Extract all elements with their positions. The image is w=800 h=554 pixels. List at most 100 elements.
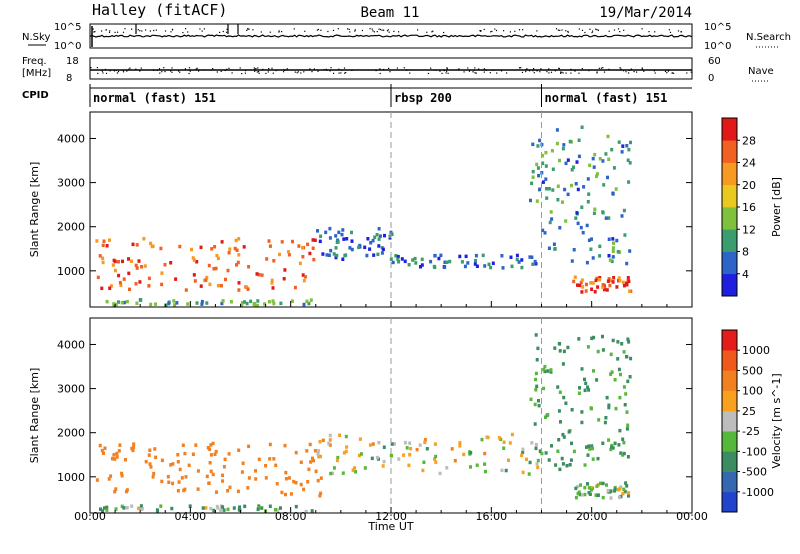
- data-cell: [621, 144, 625, 148]
- data-cell: [622, 350, 626, 354]
- data-cell: [208, 282, 212, 287]
- data-cell: [601, 441, 605, 445]
- data-cell: [167, 480, 171, 484]
- nave-point: [533, 72, 535, 74]
- data-cell: [365, 253, 369, 258]
- data-cell: [578, 492, 582, 497]
- data-cell: [181, 443, 185, 447]
- data-cell: [500, 468, 504, 473]
- data-cell: [289, 492, 293, 496]
- nsearch-point: [619, 31, 621, 33]
- nave-point: [492, 69, 494, 71]
- power-panel: 1000 2000 3000 4000 Slant Range [km] 4 8 12 16 20…: [28, 111, 783, 308]
- nave-point: [528, 70, 531, 72]
- nave-point: [220, 70, 222, 72]
- data-cell: [590, 336, 594, 341]
- data-cell: [308, 442, 312, 447]
- data-cell: [546, 369, 550, 373]
- data-cell: [105, 508, 109, 512]
- data-cell: [530, 255, 534, 259]
- data-cell: [127, 271, 131, 276]
- nsearch-point: [677, 30, 680, 32]
- data-cell: [615, 285, 619, 289]
- nave-point: [578, 72, 580, 74]
- data-cell: [354, 470, 357, 474]
- data-cell: [359, 452, 363, 456]
- data-cell: [335, 253, 339, 258]
- nsearch-point: [669, 31, 672, 33]
- data-cell: [607, 438, 611, 442]
- data-cell: [626, 379, 630, 384]
- data-cell: [302, 302, 306, 307]
- nave-point: [294, 71, 296, 73]
- data-cell: [160, 282, 164, 287]
- nsearch-point: [139, 30, 141, 32]
- data-cell: [591, 457, 595, 461]
- y-axis-label: Slant Range [km]: [28, 368, 41, 464]
- data-cell: [564, 219, 568, 223]
- data-cell: [254, 477, 258, 481]
- data-cell: [589, 247, 593, 251]
- nsearch-point: [222, 30, 224, 33]
- data-cell: [580, 410, 584, 414]
- data-cell: [329, 248, 333, 253]
- nave-point: [268, 68, 270, 70]
- date-title: 19/Mar/2014: [599, 5, 692, 21]
- colorbar-tick-label: -1000: [742, 486, 774, 499]
- nave-point: [330, 67, 332, 69]
- data-cell: [96, 275, 100, 280]
- data-cell: [174, 277, 178, 281]
- data-cell: [557, 409, 561, 413]
- data-cell: [222, 465, 226, 469]
- data-cell: [105, 505, 109, 510]
- data-cell: [397, 260, 401, 264]
- nsearch-point: [199, 28, 201, 30]
- data-cell: [543, 369, 547, 374]
- data-cell: [118, 280, 122, 285]
- data-cell: [299, 482, 303, 487]
- nsearch-point: [369, 28, 371, 30]
- data-cell: [312, 257, 316, 262]
- data-cell: [240, 303, 244, 307]
- data-cell: [368, 443, 372, 447]
- nsearch-point: [388, 31, 390, 33]
- data-cell: [247, 265, 251, 269]
- nsearch-point: [155, 29, 157, 31]
- data-cell: [151, 475, 155, 479]
- nave-point: [104, 68, 107, 70]
- data-cell: [437, 256, 441, 261]
- data-cell: [178, 244, 182, 249]
- data-cell: [453, 459, 457, 463]
- data-cell: [433, 442, 437, 446]
- data-cell: [240, 470, 244, 474]
- data-cell: [460, 260, 464, 264]
- nsearch-point: [185, 28, 187, 30]
- data-cell: [191, 256, 195, 260]
- data-cell: [221, 299, 225, 303]
- data-cell: [190, 247, 193, 252]
- data-cell: [504, 468, 508, 473]
- data-cell: [308, 251, 312, 256]
- colorbar-segment: [722, 330, 737, 351]
- data-cell: [564, 401, 568, 405]
- data-cell: [597, 418, 601, 422]
- data-cell: [528, 255, 532, 259]
- nave-point: [473, 69, 475, 71]
- nave-point: [338, 68, 340, 70]
- nave-point: [653, 70, 655, 72]
- nave-point: [96, 67, 98, 69]
- data-cell: [236, 489, 240, 494]
- data-cell: [617, 276, 621, 280]
- nave-point: [664, 70, 667, 72]
- data-cell: [581, 285, 585, 289]
- data-cell: [541, 180, 545, 184]
- nsearch-point: [567, 31, 569, 33]
- nave-point: [161, 71, 163, 73]
- data-cell: [213, 452, 217, 456]
- data-cell: [317, 449, 320, 453]
- data-cell: [607, 254, 611, 258]
- nave-point: [483, 71, 485, 73]
- data-cell: [574, 486, 578, 491]
- data-cell: [570, 259, 574, 263]
- data-cell: [120, 474, 124, 478]
